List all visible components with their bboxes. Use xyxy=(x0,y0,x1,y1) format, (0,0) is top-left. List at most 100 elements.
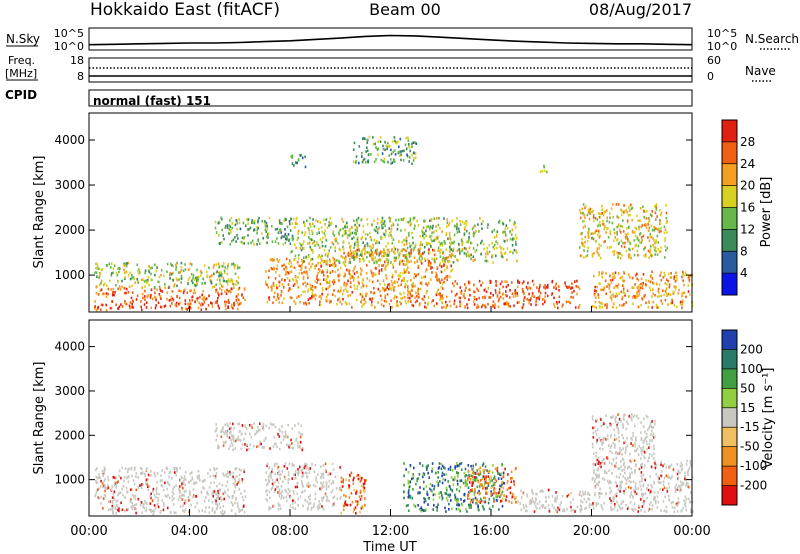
velocity-cell xyxy=(561,494,564,498)
velocity-cell xyxy=(641,477,643,480)
velocity-cell xyxy=(523,506,525,510)
velocity-cell xyxy=(350,492,353,495)
velocity-cell xyxy=(193,482,195,485)
velocity-cell xyxy=(342,508,345,512)
velocity-cell xyxy=(624,477,626,480)
power-cell xyxy=(346,221,348,225)
velocity-cell xyxy=(324,469,327,472)
power-cell xyxy=(634,274,637,277)
power-cell xyxy=(228,301,230,304)
velocity-cell xyxy=(126,508,128,512)
velocity-cell xyxy=(490,475,492,479)
velocity-cell xyxy=(268,480,270,483)
power-cell xyxy=(372,272,375,275)
power-cell xyxy=(338,290,341,294)
power-cell xyxy=(268,232,270,235)
power-cell xyxy=(674,280,677,283)
power-cell xyxy=(495,283,498,286)
power-cell xyxy=(302,282,304,286)
power-cell xyxy=(403,277,405,280)
velocity-cell xyxy=(439,480,441,483)
power-cell xyxy=(522,290,524,294)
velocity-cell xyxy=(681,463,683,467)
power-cell xyxy=(543,169,546,173)
velocity-cell xyxy=(482,500,484,503)
velocity-cell xyxy=(272,484,274,487)
power-cell xyxy=(285,237,287,241)
velocity-cell xyxy=(166,480,169,484)
velocity-cell xyxy=(672,500,674,504)
power-cell xyxy=(449,237,451,240)
velocity-cell xyxy=(363,482,366,485)
velocity-cell xyxy=(483,485,486,488)
power-cell xyxy=(627,240,629,244)
power-cell xyxy=(398,277,400,281)
power-cell xyxy=(319,303,322,307)
velocity-cell xyxy=(679,471,681,475)
velocity-cell xyxy=(483,508,485,511)
power-cell xyxy=(276,237,278,240)
power-cell xyxy=(314,286,317,289)
power-cell xyxy=(311,238,313,242)
power-cell xyxy=(257,220,259,224)
velocity-cell xyxy=(641,462,644,466)
power-cell xyxy=(412,218,415,221)
power-cell xyxy=(320,226,323,229)
velocity-cell xyxy=(423,497,425,500)
power-cell xyxy=(641,287,644,290)
power-cell xyxy=(601,276,604,279)
power-cell xyxy=(444,277,446,280)
velocity-cell xyxy=(668,486,671,489)
power-cell xyxy=(224,226,227,230)
power-cell xyxy=(366,264,368,267)
velocity-cell xyxy=(278,491,280,494)
power-cell xyxy=(356,229,359,232)
power-cell xyxy=(188,303,190,306)
power-cell xyxy=(115,284,117,287)
power-cell xyxy=(289,287,292,291)
power-cell xyxy=(222,279,225,283)
power-cell xyxy=(538,297,541,301)
velocity-cell xyxy=(280,491,283,495)
power-cell xyxy=(379,294,382,298)
power-cell xyxy=(236,222,239,225)
power-cell xyxy=(468,281,471,284)
power-cell xyxy=(645,301,647,305)
power-cell xyxy=(371,274,373,277)
power-cell xyxy=(333,289,335,292)
power-cell xyxy=(265,221,267,225)
velocity-cell xyxy=(685,498,688,501)
power-cell xyxy=(684,271,687,275)
power-cell xyxy=(650,224,653,228)
velocity-cell xyxy=(614,464,616,468)
velocity-cell xyxy=(408,485,411,488)
power-cell xyxy=(198,301,200,305)
power-cell xyxy=(448,241,451,245)
power-cell xyxy=(412,156,415,160)
velocity-cell xyxy=(282,480,284,483)
power-cell xyxy=(407,266,409,269)
velocity-cell xyxy=(456,482,459,486)
power-cell xyxy=(581,232,583,235)
power-cell xyxy=(220,216,222,220)
power-cell xyxy=(353,246,355,249)
power-cell xyxy=(642,205,644,208)
power-cell xyxy=(425,282,427,285)
power-cell xyxy=(660,246,662,249)
power-cell xyxy=(366,146,368,149)
power-cell xyxy=(172,271,174,275)
power-cell xyxy=(132,306,134,309)
power-cell xyxy=(621,253,623,257)
power-cell xyxy=(266,283,268,287)
power-cell xyxy=(602,288,605,292)
power-cell xyxy=(592,209,594,213)
power-cell xyxy=(384,235,386,238)
power-cell xyxy=(376,248,379,251)
power-cell xyxy=(420,253,422,256)
power-cell xyxy=(400,283,402,286)
velocity-cell xyxy=(682,482,685,485)
power-cell xyxy=(608,246,611,250)
velocity-cell xyxy=(434,493,436,496)
power-cell xyxy=(493,303,496,307)
velocity-cell xyxy=(130,498,132,501)
